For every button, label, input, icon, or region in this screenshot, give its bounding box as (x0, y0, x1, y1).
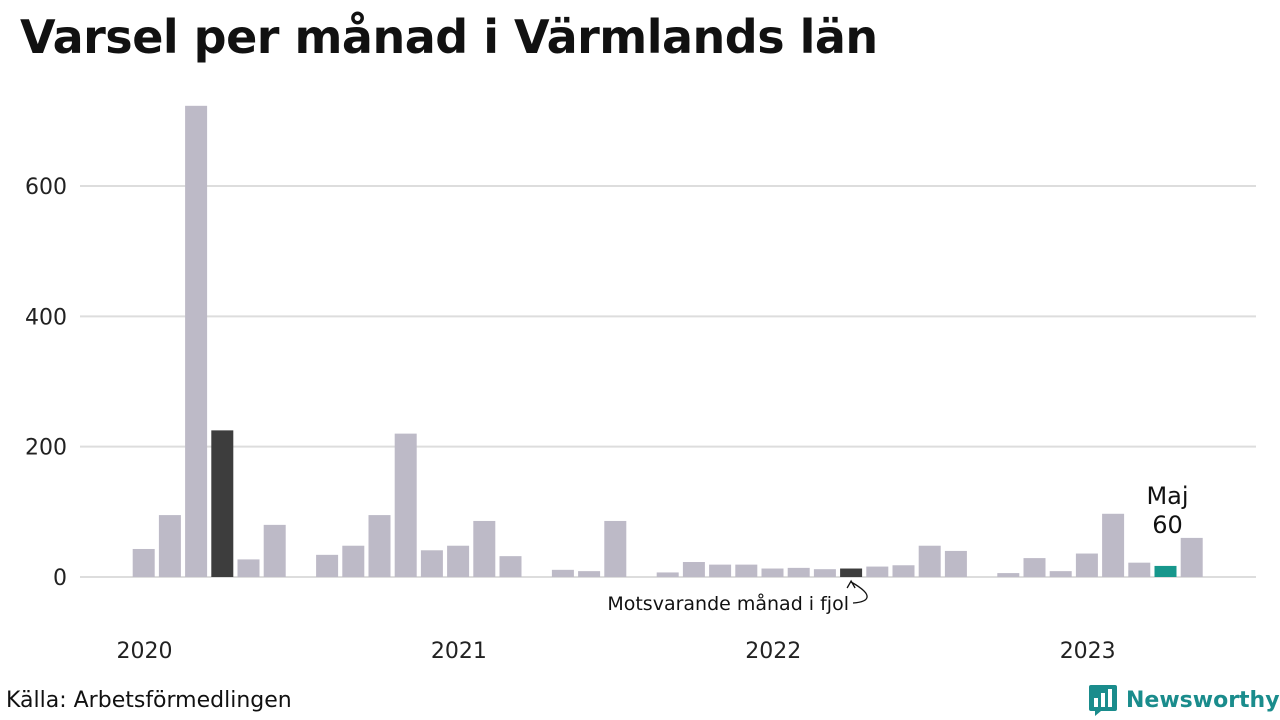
x-tick-label-2023: 2023 (1060, 639, 1116, 664)
bar-2020-07 (263, 524, 286, 577)
bar-2021-02 (447, 545, 470, 577)
bar-2022-06 (866, 566, 889, 577)
bar-2023-01 (1049, 571, 1072, 577)
current-month-label: Maj (1146, 482, 1188, 510)
bar-2023-03 (1102, 513, 1125, 577)
bar-2020-04 (185, 105, 208, 578)
x-tick-label-2021: 2021 (431, 639, 487, 664)
bar-2021-07 (578, 571, 601, 577)
bar-2020-03 (158, 515, 181, 577)
bar-2023-02 (1075, 553, 1098, 577)
bar-2020-09 (316, 554, 339, 577)
bar-undefined (1180, 537, 1203, 577)
bars (132, 105, 1203, 578)
y-tick-label-600: 600 (25, 175, 67, 200)
bar-2022-09 (944, 550, 967, 577)
bar-2021-11 (682, 562, 705, 577)
bar-2022-08 (918, 545, 941, 577)
grid-lines (80, 184, 1256, 578)
bar-2021-08 (604, 520, 627, 577)
brand-logo: Newsworthy (1088, 683, 1280, 717)
bar-2022-05 (840, 568, 863, 577)
bar-2021-03 (473, 520, 496, 577)
source-note: Källa: Arbetsförmedlingen (6, 688, 292, 713)
bar-2020-10 (342, 545, 365, 577)
bar-2022-03 (787, 567, 810, 577)
annotation-text: Motsvarande månad i fjol (607, 592, 849, 615)
bar-2022-11 (997, 573, 1020, 577)
axis-labels: 0 200 400 600 2020 2021 2022 2023 (25, 175, 1116, 664)
annotation-arrow-head (846, 579, 856, 589)
bar-2021-04 (499, 556, 522, 577)
chart-title: Varsel per månad i Värmlands län (20, 10, 878, 64)
bar-2020-11 (368, 515, 391, 577)
bar-2020-05 (211, 430, 234, 577)
bar-2022-07 (892, 565, 915, 577)
bar-2021-10 (656, 572, 679, 577)
bar-2022-01 (735, 564, 758, 577)
y-tick-label-0: 0 (53, 566, 67, 591)
annotation-arrow-line (850, 581, 868, 604)
y-tick-label-200: 200 (25, 436, 67, 461)
bar-2023-05 (1154, 565, 1177, 577)
y-tick-label-400: 400 (25, 305, 67, 330)
x-tick-label-2020: 2020 (117, 639, 173, 664)
current-value-label: 60 (1152, 511, 1183, 539)
bar-2022-04 (813, 569, 836, 577)
bar-2020-02 (132, 548, 155, 577)
x-tick-label-2022: 2022 (745, 639, 801, 664)
bar-2022-02 (761, 568, 784, 577)
bar-2020-12 (394, 433, 417, 577)
bar-2021-06 (551, 569, 574, 577)
bar-2021-01 (420, 550, 443, 577)
newsworthy-icon (1089, 685, 1117, 716)
brand-name: Newsworthy (1126, 687, 1280, 713)
bar-2020-06 (237, 559, 260, 577)
bar-2023-04 (1128, 562, 1151, 577)
bar-2022-12 (1023, 558, 1046, 577)
bar-2021-12 (709, 564, 732, 577)
